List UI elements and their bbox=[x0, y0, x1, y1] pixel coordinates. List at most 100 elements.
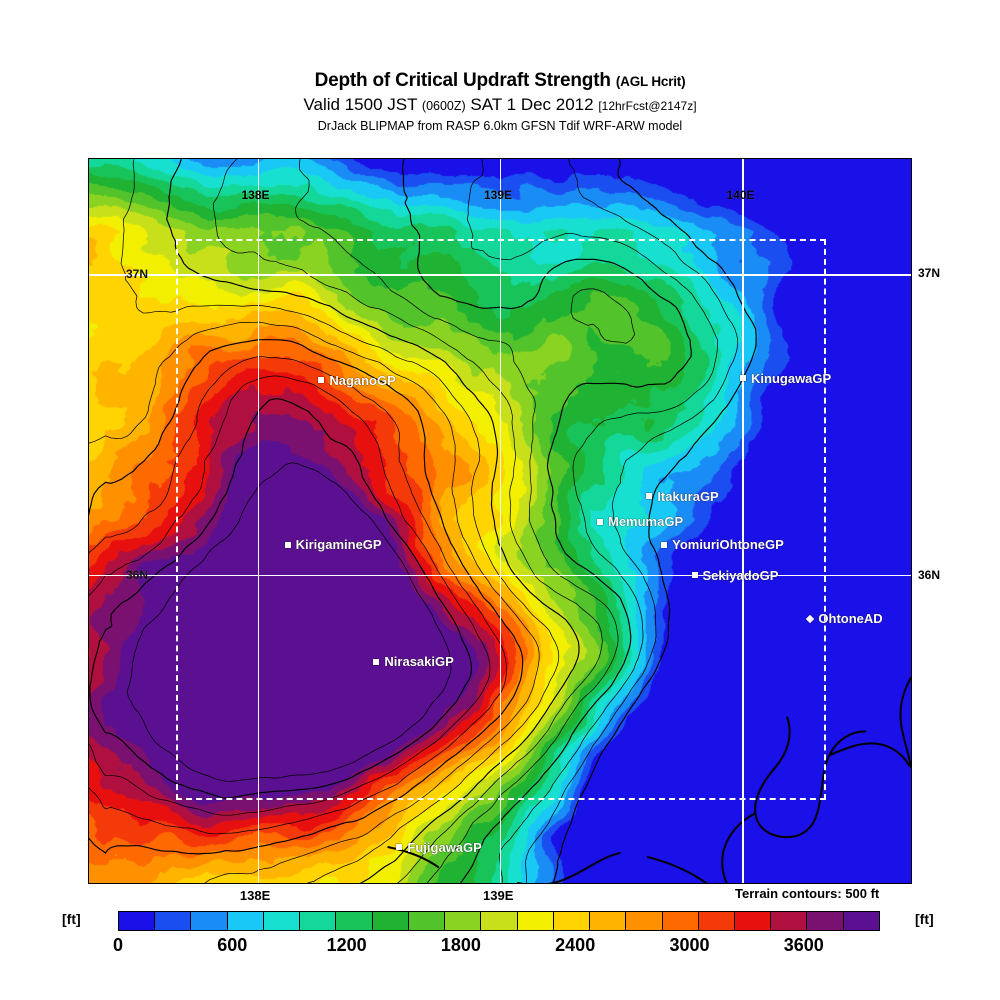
station-marker-OhtoneAD[interactable]: OhtoneAD bbox=[806, 611, 883, 627]
colorbar-tick-1200: 1200 bbox=[326, 935, 367, 955]
station-label: SekiyadoGP bbox=[702, 567, 779, 583]
title-block: Depth of Critical Updraft Strength (AGL … bbox=[0, 70, 1000, 134]
terrain-contour-line bbox=[89, 398, 473, 799]
colorbar-band-13 bbox=[589, 912, 626, 930]
station-marker-KirigamineGP[interactable]: KirigamineGP bbox=[284, 537, 382, 553]
lon-label-top-138E: 138E bbox=[241, 187, 270, 202]
colorbar-band-8 bbox=[407, 912, 445, 930]
colorbar-tick-0: 0 bbox=[112, 935, 124, 955]
colorbar-band-9 bbox=[444, 912, 481, 930]
station-dot-icon bbox=[806, 614, 815, 623]
station-label: MemumaGP bbox=[607, 514, 684, 529]
colorbar-unit-right: [ft] bbox=[915, 911, 934, 927]
station-dot-icon bbox=[691, 572, 698, 579]
station-label: NirasakiGP bbox=[384, 654, 454, 670]
terrain-contour-line bbox=[89, 321, 540, 883]
station-marker-FujigawaGP[interactable]: FujigawaGP bbox=[396, 839, 482, 855]
colorbar-band-14 bbox=[625, 912, 662, 930]
colorbar-band-12 bbox=[552, 912, 590, 930]
colorbar-band-18 bbox=[770, 912, 807, 930]
terrain-contour-line bbox=[295, 159, 636, 883]
colorbar-band-6 bbox=[335, 912, 372, 930]
colorbar-tick-3000: 3000 bbox=[669, 935, 710, 955]
title-main: Depth of Critical Updraft Strength bbox=[314, 70, 611, 91]
station-dot-icon bbox=[373, 658, 380, 665]
colorbar-band-20 bbox=[842, 912, 879, 930]
station-label: KirigamineGP bbox=[295, 537, 382, 553]
coastline bbox=[899, 676, 911, 769]
colorbar-band-15 bbox=[661, 912, 698, 930]
title-valid-line: Valid 1500 JST (0600Z) SAT 1 Dec 2012 [1… bbox=[0, 94, 1000, 117]
title-main-suffix: (AGL Hcrit) bbox=[615, 74, 686, 89]
terrain-contour-line bbox=[525, 159, 739, 883]
station-dot-icon bbox=[740, 375, 747, 382]
station-marker-KinugawaGP[interactable]: KinugawaGP bbox=[740, 371, 831, 386]
station-marker-ItakuraGP[interactable]: ItakuraGP bbox=[646, 488, 719, 504]
valid-prefix: Valid 1500 JST bbox=[303, 95, 418, 114]
valid-utc: (0600Z) bbox=[421, 99, 466, 113]
colorbar: [ft] [ft] 0 600 1200 1800 2400 3000 3600 bbox=[0, 905, 1000, 965]
coastline bbox=[721, 812, 757, 883]
terrain-contour-line bbox=[89, 375, 491, 816]
station-label: YomiuriOhtoneGP bbox=[672, 537, 784, 553]
colorbar-tick-2400: 2400 bbox=[555, 935, 596, 955]
colorbar-band-10 bbox=[480, 912, 517, 930]
station-marker-SekiyadoGP[interactable]: SekiyadoGP bbox=[691, 567, 779, 583]
colorbar-band-5 bbox=[299, 912, 336, 930]
colorbar-band-19 bbox=[806, 912, 843, 930]
station-dot-icon bbox=[596, 518, 603, 525]
coastline bbox=[516, 852, 621, 883]
colorbar-tick-600: 600 bbox=[217, 935, 248, 955]
station-dot-icon bbox=[396, 844, 403, 851]
colorbar-unit-left: [ft] bbox=[62, 911, 81, 927]
coastline bbox=[646, 856, 708, 883]
colorbar-band-16 bbox=[697, 912, 734, 930]
graticule-meridian-1 bbox=[500, 159, 502, 883]
forecast-domain-box bbox=[176, 238, 826, 800]
coastline bbox=[387, 846, 440, 869]
title-source: DrJack BLIPMAP from RASP 6.0km GFSN Tdif… bbox=[317, 119, 683, 133]
station-dot-icon bbox=[646, 493, 653, 500]
station-label: FujigawaGP bbox=[407, 839, 482, 855]
station-marker-NaganoGP[interactable]: NaganoGP bbox=[318, 372, 396, 388]
colorbar-band-3 bbox=[226, 912, 263, 930]
colorbar-band-11 bbox=[516, 912, 553, 930]
graticule-meridian-0 bbox=[257, 159, 259, 883]
graticule-parallel-0 bbox=[89, 274, 911, 276]
station-label: ItakuraGP bbox=[657, 488, 719, 504]
lon-label-bottom-138E: 138E bbox=[239, 888, 271, 903]
terrain-contour-line bbox=[120, 159, 560, 883]
colorbar-band-0 bbox=[119, 912, 155, 930]
station-dot-icon bbox=[284, 541, 291, 548]
colorbar-band-2 bbox=[190, 912, 227, 930]
station-marker-YomiuriOhtoneGP[interactable]: YomiuriOhtoneGP bbox=[661, 537, 784, 552]
valid-date: SAT 1 Dec 2012 bbox=[470, 95, 594, 114]
terrain-contour-line bbox=[166, 159, 580, 883]
colorbar-tick-3600: 3600 bbox=[783, 935, 824, 955]
terrain-contours-and-coastline bbox=[89, 159, 911, 883]
station-marker-NirasakiGP[interactable]: NirasakiGP bbox=[373, 654, 454, 670]
colorbar-band-7 bbox=[371, 912, 408, 930]
station-label: NaganoGP bbox=[329, 372, 396, 388]
terrain-contour-line bbox=[466, 159, 718, 883]
lon-label-top-139E: 139E bbox=[484, 187, 513, 202]
lat-label-inside-37N: 37N bbox=[125, 267, 148, 282]
station-label: OhtoneAD bbox=[818, 611, 883, 627]
graticule-parallel-1 bbox=[89, 574, 911, 576]
colorbar-band-4 bbox=[262, 912, 300, 930]
map-plot-area[interactable]: 138E 139E 140E 37N 36N NaganoGP KinugawaGP Ita… bbox=[88, 158, 912, 884]
lon-label-bottom-139E: 139E bbox=[483, 888, 514, 903]
station-marker-MemumaGP[interactable]: MemumaGP bbox=[596, 514, 684, 529]
lat-label-inside-36N: 36N bbox=[125, 567, 148, 582]
lat-label-right-36N: 36N bbox=[918, 567, 941, 582]
colorbar-bands bbox=[118, 911, 880, 931]
colorbar-tick-1800: 1800 bbox=[440, 935, 481, 955]
page-title: Depth of Critical Updraft Strength (AGL … bbox=[0, 70, 1000, 93]
colorbar-band-17 bbox=[733, 912, 771, 930]
terrain-contour-line bbox=[213, 159, 603, 883]
colorbar-band-1 bbox=[154, 912, 191, 930]
station-label: KinugawaGP bbox=[751, 370, 832, 386]
lat-label-right-37N: 37N bbox=[918, 266, 941, 281]
coastline bbox=[828, 742, 911, 767]
lon-label-top-140E: 140E bbox=[726, 187, 755, 202]
